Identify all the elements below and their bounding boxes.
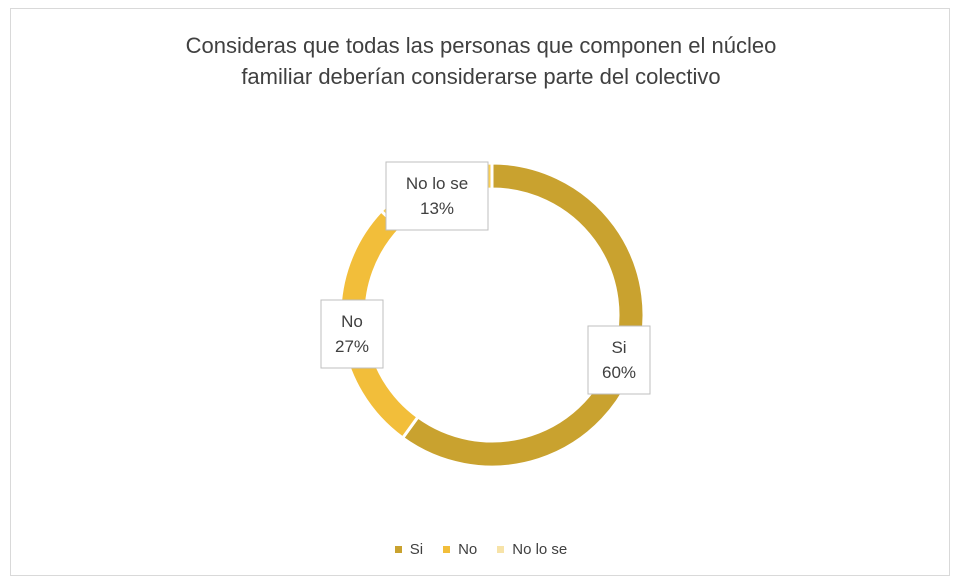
data-labels: Si 60% No 27% No lo se 13% [320, 161, 651, 395]
data-label-box-no [320, 299, 384, 369]
legend-swatch-si [394, 546, 402, 553]
chart-title-line-1: Consideras que todas las personas que co… [185, 33, 777, 58]
data-label-text-no-1: No [341, 312, 363, 331]
legend-label-si: Si [409, 541, 424, 558]
data-label-box-no-lo-se [385, 161, 489, 231]
slice-si [400, 161, 646, 469]
data-label-text-no-lo-se-1: No lo se [406, 174, 468, 193]
data-label-no: No 27% [320, 299, 384, 369]
legend-label-no: No [458, 541, 478, 558]
chart-title-line-2: familiar deberían considerarse parte del… [241, 64, 721, 89]
legend-swatch-no [443, 546, 451, 553]
legend-item-no-lo-se: No lo se [497, 541, 567, 558]
chart-frame [10, 8, 950, 576]
data-label-text-no-2: 27% [335, 337, 369, 356]
legend-item-no: No [443, 541, 477, 558]
data-label-si: Si 60% [587, 325, 651, 395]
data-label-text-no-lo-se-2: 13% [420, 199, 454, 218]
legend-label-no-lo-se: No lo se [512, 541, 568, 558]
legend-swatch-no-lo-se [497, 546, 505, 553]
data-label-box-si [587, 325, 651, 395]
legend: Si No No lo se [0, 541, 962, 558]
chart-title: Consideras que todas las personas que co… [0, 30, 962, 92]
data-label-text-si-1: Si [611, 338, 626, 357]
legend-item-si: Si [394, 541, 424, 558]
data-label-no-lo-se: No lo se 13% [385, 161, 489, 231]
data-label-text-si-2: 60% [602, 363, 636, 382]
